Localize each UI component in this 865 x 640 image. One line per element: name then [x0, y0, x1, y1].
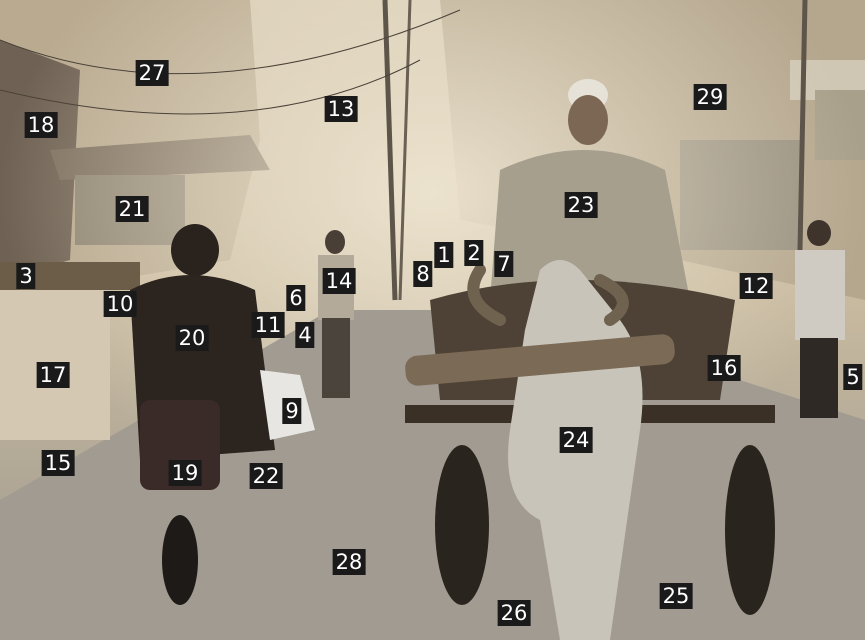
region-label: 18 [24, 112, 58, 138]
region-label: 24 [559, 427, 593, 453]
region-label: 10 [103, 291, 137, 317]
region-label: 26 [497, 600, 531, 626]
region-label: 25 [659, 583, 693, 609]
region-label: 13 [324, 96, 358, 122]
region-label: 4 [295, 322, 315, 348]
region-label: 21 [115, 196, 149, 222]
region-label: 27 [135, 60, 169, 86]
region-label: 2 [464, 240, 484, 266]
region-label: 8 [413, 261, 433, 287]
region-label: 6 [286, 285, 306, 311]
region-label: 23 [564, 192, 598, 218]
region-label: 22 [249, 463, 283, 489]
region-label: 12 [739, 273, 773, 299]
region-label: 7 [494, 251, 514, 277]
region-label: 14 [322, 268, 356, 294]
region-label: 9 [282, 398, 302, 424]
region-label: 11 [251, 312, 285, 338]
region-label: 1 [434, 242, 454, 268]
region-label: 5 [843, 364, 863, 390]
region-label: 29 [693, 84, 727, 110]
region-label: 19 [168, 460, 202, 486]
region-label: 28 [332, 549, 366, 575]
region-label: 15 [41, 450, 75, 476]
region-label: 17 [36, 362, 70, 388]
region-label: 3 [16, 263, 36, 289]
region-label: 16 [707, 355, 741, 381]
region-label: 20 [175, 325, 209, 351]
